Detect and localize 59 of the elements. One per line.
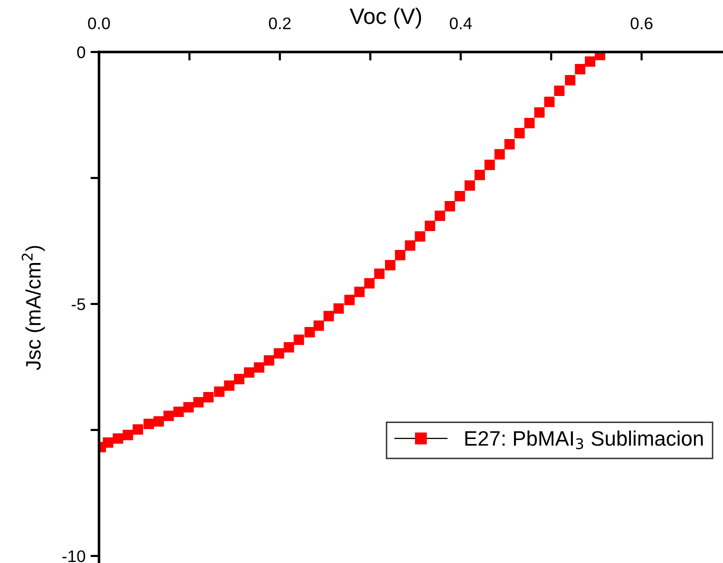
point xyxy=(153,416,164,427)
point xyxy=(102,437,114,448)
point xyxy=(234,374,244,384)
point xyxy=(504,139,515,150)
point xyxy=(224,380,234,391)
point xyxy=(214,386,224,397)
point xyxy=(524,118,535,128)
legend-label: E27: PbMAI$_{3}$ Sublimacion xyxy=(465,430,703,450)
point xyxy=(264,355,274,366)
point xyxy=(564,75,576,86)
point xyxy=(314,320,324,331)
point xyxy=(494,149,505,160)
x-axis-title: Voc (V) xyxy=(350,8,422,28)
point xyxy=(244,367,254,378)
point xyxy=(414,231,426,242)
point xyxy=(183,402,194,412)
point xyxy=(474,170,485,180)
y-tick-label: 0 xyxy=(77,46,86,58)
point xyxy=(144,418,154,430)
point xyxy=(404,240,416,251)
point xyxy=(163,410,174,422)
x-tick-label: 0.6 xyxy=(630,17,652,30)
point xyxy=(444,201,456,212)
point xyxy=(544,96,555,108)
y-tick-label: -5 xyxy=(72,298,86,310)
point xyxy=(304,326,315,338)
point xyxy=(344,294,355,306)
point xyxy=(122,430,134,440)
point xyxy=(584,56,596,67)
point xyxy=(434,210,446,221)
x-tick-label: 0.4 xyxy=(450,17,472,30)
point xyxy=(254,362,264,373)
point xyxy=(354,286,365,298)
point xyxy=(574,64,586,74)
x-tick-label: 0.0 xyxy=(88,17,110,30)
point xyxy=(173,406,184,418)
point xyxy=(364,278,375,289)
point xyxy=(333,303,344,314)
point xyxy=(324,310,334,322)
y-axis-title: Jsc (mA/cm$^{2}$) xyxy=(22,246,45,370)
point xyxy=(514,128,525,138)
point xyxy=(484,160,495,170)
point xyxy=(284,342,294,353)
point xyxy=(274,348,284,359)
point xyxy=(454,190,466,202)
point xyxy=(112,433,124,444)
point xyxy=(132,424,144,435)
point xyxy=(424,220,436,232)
point xyxy=(464,180,475,191)
point xyxy=(534,107,545,118)
x-tick-label: 0.2 xyxy=(268,17,291,30)
y-tick-label: -10 xyxy=(62,550,86,562)
point xyxy=(193,397,204,408)
point xyxy=(394,250,406,260)
point xyxy=(554,86,565,96)
point xyxy=(374,268,385,279)
point xyxy=(294,334,304,345)
point xyxy=(385,260,396,270)
point xyxy=(203,392,214,402)
